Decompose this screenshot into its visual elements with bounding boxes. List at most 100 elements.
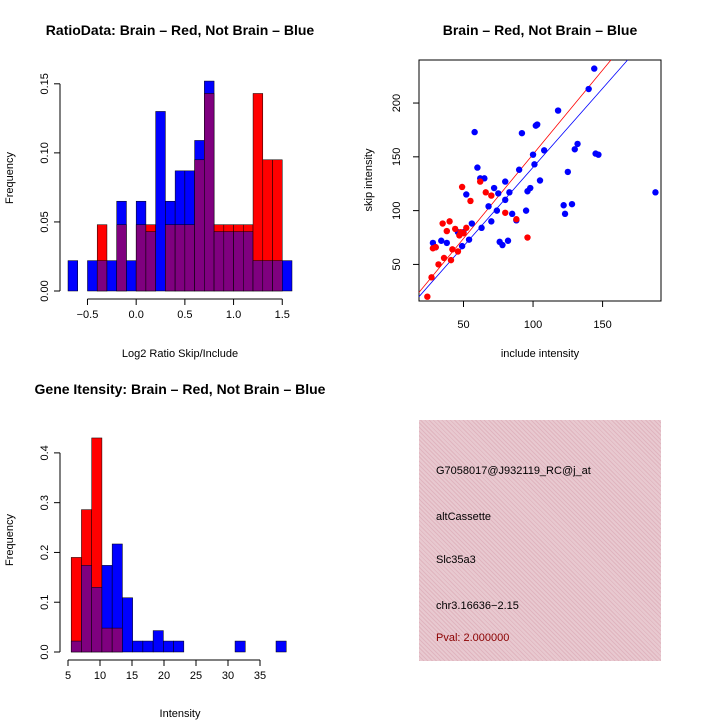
intensity-bars <box>70 437 287 653</box>
scatter-point <box>591 65 598 72</box>
scatter-plot-frame <box>418 59 662 302</box>
scatter-point <box>536 177 544 184</box>
y-tick-label: 0.2 <box>39 545 51 560</box>
scatter-point <box>574 140 581 148</box>
y-tick-label: 0.10 <box>39 142 51 163</box>
scatter-point <box>564 168 572 176</box>
scatter-point <box>447 256 455 264</box>
intensity-y-label: Frequency <box>4 514 16 566</box>
x-tick-label: 10 <box>94 670 106 682</box>
scatter-point <box>488 192 495 199</box>
hist-overlap-bar <box>70 640 82 653</box>
scatter-point <box>534 121 541 128</box>
scatter-point <box>458 183 466 191</box>
y-tick-label: 0.00 <box>39 280 51 301</box>
scatter-point <box>424 293 431 300</box>
scatter-panel: Brain – Red, Not Brain – Blue 50 100 15050… <box>363 22 662 360</box>
scatter-point <box>493 207 501 214</box>
scatter-point <box>446 218 453 225</box>
intensity-chart-title: Gene Itensity: Brain – Red, Not Brain – … <box>35 381 326 397</box>
scatter-point <box>435 261 442 268</box>
hist-overlap-bar <box>233 231 244 292</box>
x-tick-label: 100 <box>524 319 542 331</box>
hist-overlap-bar <box>243 231 254 292</box>
hist-bar <box>67 260 78 292</box>
scatter-point <box>440 254 448 262</box>
scatter-point <box>451 225 459 233</box>
scatter-point <box>463 191 470 198</box>
x-tick-label: 15 <box>126 670 138 682</box>
y-tick-label: 200 <box>391 94 403 112</box>
hist-bar <box>142 640 154 653</box>
hist-overlap-bar <box>252 260 264 292</box>
intensity-histogram-panel: Gene Itensity: Brain – Red, Not Brain – … <box>4 381 326 720</box>
hist-bar <box>122 597 133 653</box>
hist-overlap-bar <box>204 93 215 292</box>
scatter-y-label: skip intensity <box>363 148 375 211</box>
x-tick-label: 25 <box>190 670 202 682</box>
x-tick-label: 0.0 <box>129 309 144 321</box>
scatter-point <box>467 197 474 205</box>
ratio-x-label: Log2 Ratio Skip/Include <box>122 348 238 360</box>
scatter-point <box>465 236 473 243</box>
scatter-point <box>482 189 489 196</box>
scatter-point <box>428 274 435 281</box>
scatter-point <box>449 246 456 253</box>
scatter-point <box>571 146 578 153</box>
scatter-point <box>485 203 492 210</box>
ratio-axes: −0.5 0.0 0.5 1.0 1.5 0.00 0.05 0.10 0.15 <box>39 73 290 321</box>
gene-name: Slc35a3 <box>436 554 476 566</box>
y-tick-label: 0.05 <box>39 211 51 232</box>
fit-line <box>418 59 612 293</box>
hist-bar <box>152 630 164 653</box>
hist-overlap-bar <box>262 260 273 292</box>
scatter-point <box>506 189 513 196</box>
x-tick-label: 150 <box>593 319 611 331</box>
y-tick-label: 0.3 <box>39 495 51 510</box>
y-tick-label: 100 <box>391 201 403 219</box>
scatter-point <box>560 202 567 209</box>
hist-overlap-bar <box>165 224 176 292</box>
scatter-point <box>471 128 478 136</box>
hist-bar <box>126 260 137 292</box>
hist-overlap-bar <box>81 565 92 653</box>
hist-overlap-bar <box>116 224 127 292</box>
scatter-point <box>513 216 520 223</box>
x-tick-label: 35 <box>254 670 266 682</box>
scatter-point <box>515 166 523 173</box>
scatter-point <box>508 210 516 218</box>
scatter-point <box>476 178 484 185</box>
hist-overlap-bar <box>91 587 103 653</box>
scatter-fit-lines <box>418 59 628 297</box>
x-tick-label: 30 <box>222 670 234 682</box>
ratio-chart-title: RatioData: Brain – Red, Not Brain – Blue <box>46 22 315 38</box>
hist-overlap-bar <box>135 224 147 292</box>
x-tick-label: −0.5 <box>77 309 99 321</box>
y-tick-label: 0.1 <box>39 595 51 610</box>
hist-bar <box>132 640 144 653</box>
scatter-point <box>502 178 509 185</box>
scatter-point <box>585 85 592 93</box>
scatter-point <box>443 239 451 247</box>
hist-overlap-bar <box>223 231 234 292</box>
fit-line <box>418 59 628 297</box>
intensity-axes: 5 10 15 20 25 30 35 0.0 0.1 0.2 0.3 0.4 <box>39 445 266 682</box>
hist-bar <box>275 640 287 653</box>
hist-overlap-bar <box>194 159 205 292</box>
scatter-point <box>568 200 576 208</box>
scatter-point <box>439 220 446 227</box>
hist-bar <box>87 260 98 292</box>
y-tick-label: 0.15 <box>39 73 51 94</box>
scatter-point <box>652 189 659 196</box>
x-tick-label: 0.5 <box>177 309 192 321</box>
event-type: altCassette <box>436 511 492 523</box>
scatter-point <box>463 224 470 232</box>
scatter-point <box>490 184 498 192</box>
hist-bar <box>163 640 174 653</box>
hist-overlap-bar <box>272 260 283 292</box>
x-tick-label: 50 <box>457 319 469 331</box>
hist-overlap-bar <box>184 224 195 292</box>
scatter-axes: 50 100 150 50 100 150 200 <box>391 94 612 331</box>
scatter-point <box>438 237 445 244</box>
